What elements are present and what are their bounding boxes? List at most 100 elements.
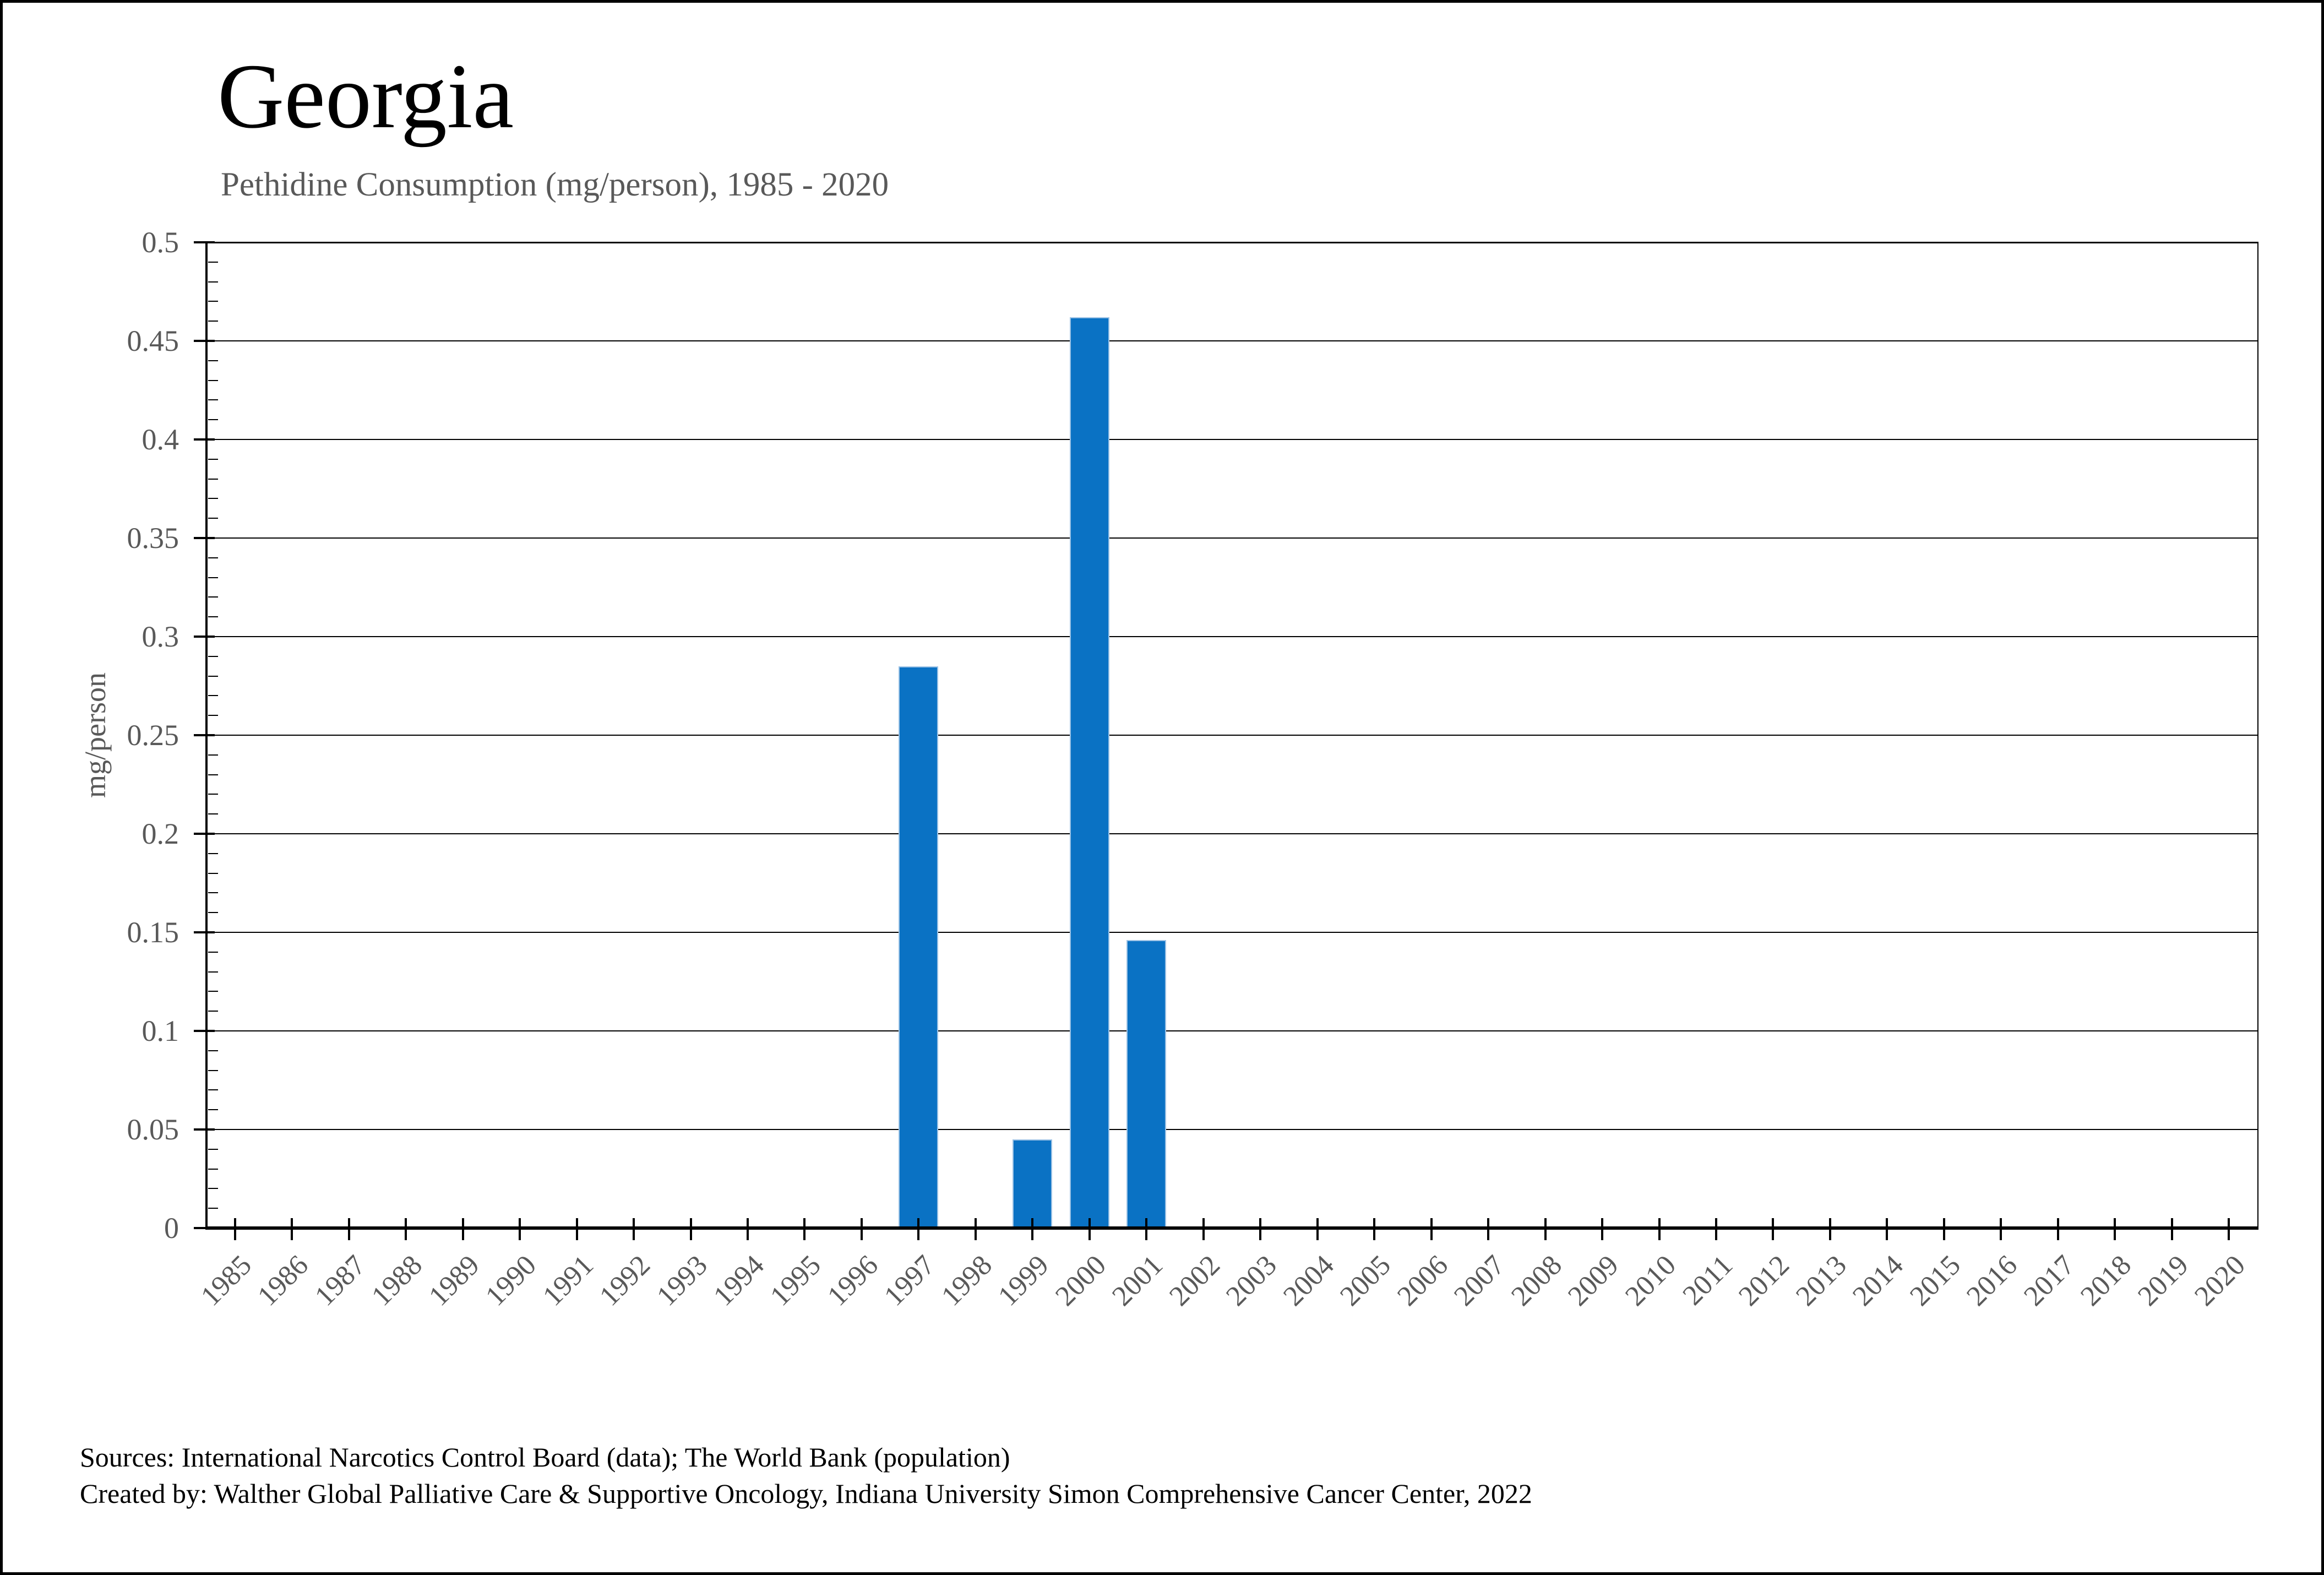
y-tick-label-0.05: 0.05 xyxy=(127,1113,179,1146)
y-major-tick-0.45 xyxy=(194,340,215,342)
gridline-0.15 xyxy=(206,932,2257,933)
bar-1999 xyxy=(1013,1139,1052,1228)
x-tick-1985 xyxy=(234,1218,236,1240)
x-tick-label-1997: 1997 xyxy=(878,1249,941,1312)
x-tick-1995 xyxy=(803,1218,805,1240)
y-minor-tick xyxy=(208,479,218,480)
y-minor-tick xyxy=(208,459,218,460)
y-major-tick-0.5 xyxy=(194,241,215,243)
x-tick-label-2013: 2013 xyxy=(1790,1249,1853,1312)
x-tick-2016 xyxy=(2000,1218,2002,1240)
x-tick-label-2007: 2007 xyxy=(1448,1249,1511,1312)
y-minor-tick xyxy=(208,754,218,756)
y-minor-tick xyxy=(208,971,218,973)
y-minor-tick xyxy=(208,656,218,657)
y-minor-tick xyxy=(208,991,218,992)
x-tick-2012 xyxy=(1772,1218,1774,1240)
x-tick-label-1996: 1996 xyxy=(821,1249,885,1312)
y-minor-tick xyxy=(208,813,218,814)
y-minor-tick xyxy=(208,596,218,598)
x-tick-label-1994: 1994 xyxy=(707,1249,771,1312)
y-tick-label-0.45: 0.45 xyxy=(127,324,179,357)
y-tick-label-0.35: 0.35 xyxy=(127,522,179,555)
y-minor-tick xyxy=(208,557,218,558)
gridline-0.2 xyxy=(206,833,2257,834)
chart-subtitle: Pethidine Consumption (mg/person), 1985 … xyxy=(221,166,889,203)
y-minor-tick xyxy=(208,1070,218,1071)
x-tick-2020 xyxy=(2228,1218,2230,1240)
x-tick-1996 xyxy=(861,1218,863,1240)
x-tick-label-2004: 2004 xyxy=(1277,1249,1341,1312)
x-tick-1988 xyxy=(405,1218,407,1240)
y-minor-tick xyxy=(208,1188,218,1189)
x-tick-2002 xyxy=(1202,1218,1205,1240)
x-tick-label-1991: 1991 xyxy=(537,1249,600,1312)
x-tick-label-2010: 2010 xyxy=(1619,1249,1683,1312)
x-tick-2005 xyxy=(1373,1218,1375,1240)
x-tick-label-2006: 2006 xyxy=(1391,1249,1455,1312)
y-minor-tick xyxy=(208,1169,218,1170)
source-note: Sources: International Narcotics Control… xyxy=(80,1442,1010,1473)
x-tick-label-1987: 1987 xyxy=(309,1249,372,1312)
plot-area: 0 0.05 0.1 0.15 0.2 0.25 0.3 0.35 0.4 0.45 0.5 1985… xyxy=(3,3,2321,1572)
x-tick-1994 xyxy=(747,1218,749,1240)
x-tick-1999 xyxy=(1031,1218,1033,1240)
y-tick-label-0.15: 0.15 xyxy=(127,916,179,949)
y-tick-label-0.4: 0.4 xyxy=(141,423,179,456)
y-minor-tick xyxy=(208,281,218,283)
x-tick-2006 xyxy=(1430,1218,1433,1240)
y-minor-tick xyxy=(208,676,218,677)
x-tick-1990 xyxy=(519,1218,521,1240)
x-tick-2001 xyxy=(1145,1218,1147,1240)
y-major-tick-0.25 xyxy=(194,734,215,736)
y-minor-tick xyxy=(208,952,218,953)
y-minor-tick xyxy=(208,715,218,716)
x-tick-2007 xyxy=(1487,1218,1489,1240)
y-tick-label-0: 0 xyxy=(164,1212,179,1245)
plot-border-right xyxy=(2257,242,2258,1228)
y-minor-tick xyxy=(208,498,218,499)
y-major-tick-0.15 xyxy=(194,931,215,933)
x-tick-2013 xyxy=(1829,1218,1831,1240)
x-axis-line xyxy=(205,1226,2258,1230)
y-minor-tick xyxy=(208,1208,218,1209)
x-tick-1998 xyxy=(975,1218,977,1240)
x-tick-2010 xyxy=(1658,1218,1661,1240)
x-tick-label-2020: 2020 xyxy=(2189,1249,2252,1312)
x-tick-2009 xyxy=(1601,1218,1603,1240)
y-minor-tick xyxy=(208,1011,218,1012)
x-tick-label-2012: 2012 xyxy=(1733,1249,1796,1312)
x-tick-2003 xyxy=(1259,1218,1261,1240)
gridline-0.4 xyxy=(206,439,2257,440)
y-minor-tick xyxy=(208,301,218,302)
x-tick-2004 xyxy=(1316,1218,1319,1240)
y-minor-tick xyxy=(208,616,218,617)
x-tick-label-1992: 1992 xyxy=(594,1249,657,1312)
x-tick-label-2009: 2009 xyxy=(1562,1249,1625,1312)
x-tick-1986 xyxy=(291,1218,293,1240)
x-tick-label-2014: 2014 xyxy=(1847,1249,1910,1312)
y-tick-label-0.3: 0.3 xyxy=(141,620,179,653)
x-tick-1993 xyxy=(690,1218,692,1240)
credit-note: Created by: Walther Global Palliative Ca… xyxy=(80,1478,1532,1509)
bar-1997 xyxy=(899,666,938,1228)
x-tick-label-2008: 2008 xyxy=(1505,1249,1569,1312)
x-tick-label-1990: 1990 xyxy=(480,1249,543,1312)
x-tick-label-1999: 1999 xyxy=(992,1249,1055,1312)
y-minor-tick xyxy=(208,518,218,519)
x-tick-2011 xyxy=(1715,1218,1717,1240)
x-tick-2014 xyxy=(1886,1218,1888,1240)
chart-title: Georgia xyxy=(217,45,514,148)
y-minor-tick xyxy=(208,1109,218,1110)
y-minor-tick xyxy=(208,1089,218,1090)
x-tick-label-1995: 1995 xyxy=(764,1249,828,1312)
x-tick-label-2015: 2015 xyxy=(1904,1249,1967,1312)
x-tick-2018 xyxy=(2114,1218,2116,1240)
y-major-tick-0.35 xyxy=(194,537,215,539)
y-minor-tick xyxy=(208,1050,218,1051)
x-tick-label-2002: 2002 xyxy=(1163,1249,1227,1312)
y-axis-line xyxy=(205,241,208,1230)
x-tick-label-2019: 2019 xyxy=(2132,1249,2195,1312)
y-major-tick-0 xyxy=(194,1227,215,1229)
y-minor-tick xyxy=(208,577,218,578)
